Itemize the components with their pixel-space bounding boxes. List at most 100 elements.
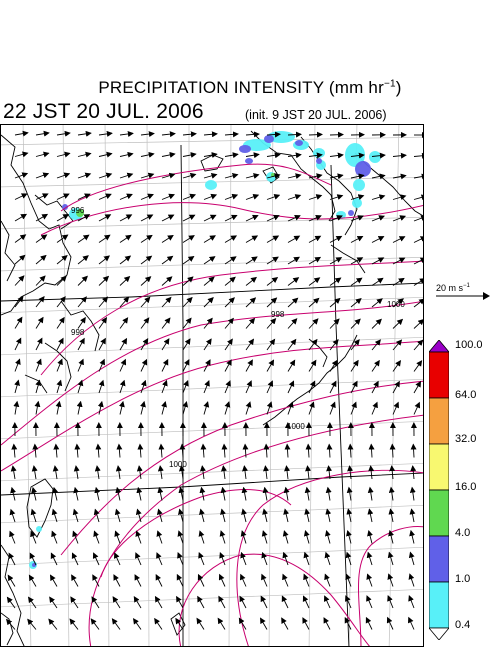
wind-vector [203, 401, 210, 415]
wind-vector [409, 486, 416, 501]
wind-vector [266, 401, 273, 415]
contour-label: 998 [71, 328, 85, 337]
wind-vector [392, 236, 406, 243]
wind-vector [7, 574, 16, 587]
wind-vector [140, 400, 146, 415]
wind-vector [203, 276, 215, 286]
wind-vector [326, 465, 333, 480]
wind-vector [35, 172, 50, 179]
wind-vector [35, 254, 47, 265]
wind-vector [408, 594, 415, 609]
wind-vector [308, 235, 322, 243]
wind-vector [350, 235, 364, 243]
wind-vector [366, 551, 373, 566]
wind-vector [329, 215, 343, 222]
wind-vector [56, 337, 64, 351]
wind-vector [91, 596, 100, 609]
wind-vector [245, 131, 260, 138]
wind-vector [182, 172, 197, 179]
wind-vector [239, 573, 247, 587]
wind-vector [308, 173, 323, 180]
wind-vector [52, 465, 59, 480]
wind-vector [245, 152, 260, 159]
wind-vector [97, 400, 104, 415]
wind-vector [56, 214, 70, 222]
wind-vector [224, 214, 238, 222]
wind-vector [71, 552, 79, 566]
wind-vector [55, 400, 62, 415]
wind-vector [413, 194, 423, 201]
wind-vector [410, 443, 417, 458]
wind-vector [30, 530, 37, 544]
colorbar-label: 16.0 [455, 481, 477, 493]
wind-vector [50, 552, 58, 566]
wind-vector [262, 508, 269, 523]
wind-vector [14, 130, 29, 137]
wind-vector [161, 358, 169, 372]
wind-vector [140, 151, 155, 158]
wind-vector [32, 443, 39, 458]
wind-vector [350, 380, 358, 394]
wind-vector [345, 551, 352, 566]
wind-vector [71, 574, 79, 587]
wind-vector [53, 443, 60, 458]
wind-vector [111, 618, 121, 630]
wind-vector [219, 530, 226, 544]
wind-vector [386, 616, 394, 630]
wind-vector [350, 277, 363, 286]
wind-vector [94, 486, 101, 501]
wind-vector [266, 152, 281, 159]
wind-vector [266, 131, 281, 138]
wind-vector [371, 194, 386, 201]
wind-vector [266, 276, 279, 286]
wind-vector [261, 551, 268, 566]
wind-vector [179, 443, 186, 458]
wind-vector [217, 617, 226, 630]
wind-vector [371, 173, 386, 180]
wind-vector [242, 465, 248, 480]
wind-vector [77, 275, 88, 286]
wind-vector [182, 401, 189, 415]
wind-vector [245, 317, 256, 329]
wind-vector [266, 297, 278, 308]
wind-vector [137, 443, 144, 458]
wind-vector [371, 257, 385, 265]
wind-vector [287, 338, 297, 351]
wind-vector [14, 172, 29, 179]
wind-vector [92, 552, 100, 566]
wind-vector [304, 486, 311, 501]
wind-vector [112, 596, 121, 609]
wind-vector [77, 296, 87, 308]
wind-vector [283, 486, 290, 501]
wind-vector [35, 151, 50, 158]
wind-vector [350, 215, 364, 222]
wind-vector [266, 214, 280, 222]
wind-vector [266, 194, 281, 200]
wind-vector [52, 486, 59, 501]
contour-label: 1000 [287, 422, 305, 431]
wind-vector [266, 338, 276, 351]
wind-vector [245, 401, 252, 415]
precipitation-field [29, 131, 381, 569]
colorbar-segment [429, 351, 449, 399]
wind-vector [27, 596, 37, 609]
wind-vector [98, 317, 108, 329]
wind-vector [239, 595, 247, 609]
wind-vector [119, 358, 127, 372]
colorbar-top-arrow [429, 340, 449, 353]
wind-vector [119, 255, 132, 265]
wind-vector [72, 508, 79, 523]
wind-vector [261, 530, 268, 544]
wind-vector [392, 215, 407, 222]
wind-vector [324, 573, 331, 587]
wind-vector [98, 379, 105, 394]
wind-vector [224, 297, 235, 308]
wind-vector [388, 508, 395, 523]
wind-vector [92, 574, 100, 587]
wind-vector [350, 194, 365, 200]
wind-vector [408, 616, 415, 630]
wind-vector [224, 276, 236, 286]
wind-vector [28, 574, 37, 587]
wind-vector [35, 275, 46, 286]
wind-vector [98, 234, 111, 243]
